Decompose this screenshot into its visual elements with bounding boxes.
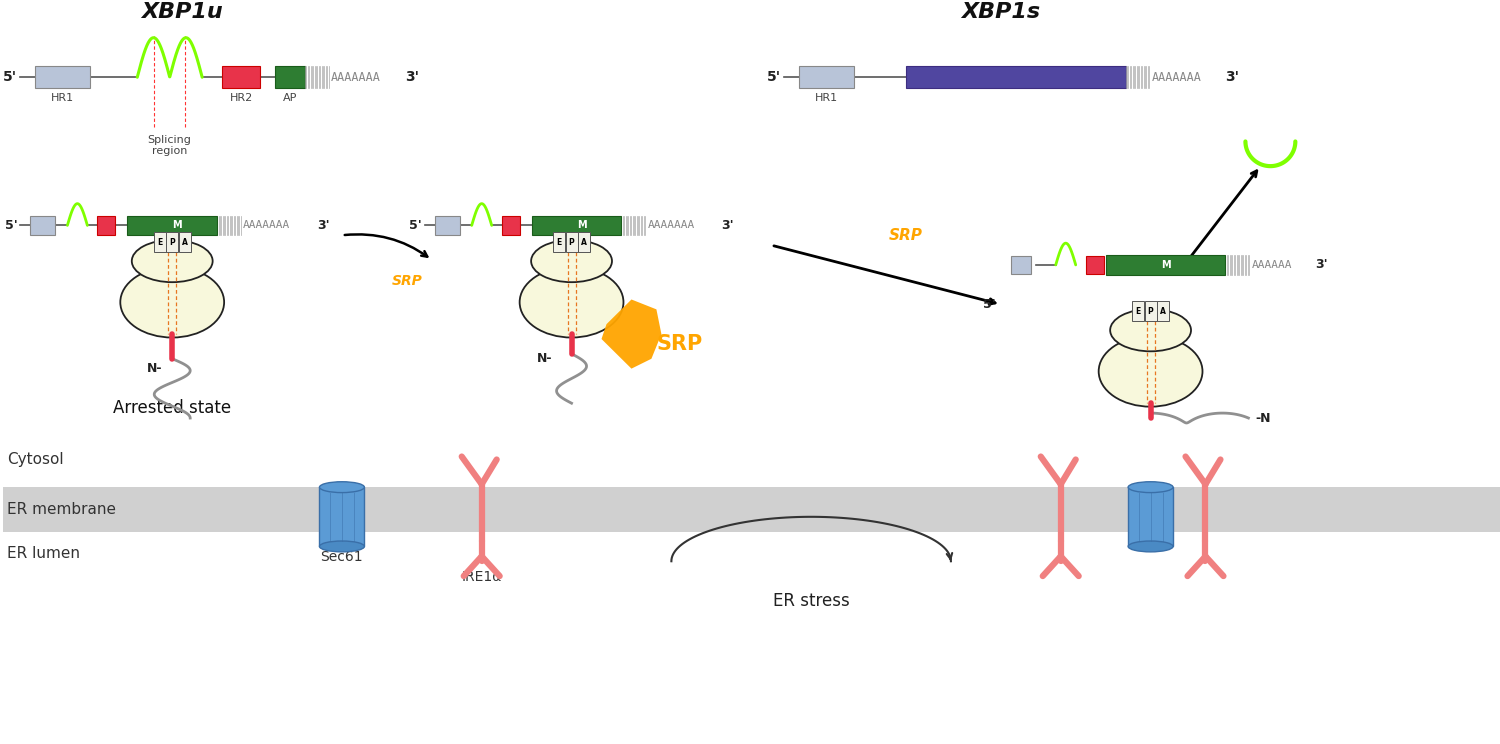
- Ellipse shape: [531, 240, 612, 282]
- FancyBboxPatch shape: [1128, 487, 1173, 546]
- Text: AAAAAAA: AAAAAAA: [243, 220, 291, 231]
- Text: 5': 5': [766, 70, 782, 84]
- Text: 5': 5': [3, 70, 18, 84]
- Text: XBP1s: XBP1s: [962, 2, 1041, 22]
- FancyBboxPatch shape: [30, 216, 56, 235]
- FancyBboxPatch shape: [36, 66, 90, 88]
- Text: A: A: [580, 237, 586, 247]
- Ellipse shape: [132, 240, 213, 282]
- FancyBboxPatch shape: [98, 216, 116, 235]
- Text: SRP: SRP: [657, 334, 702, 354]
- Text: AAAAAAA: AAAAAAA: [648, 220, 694, 231]
- FancyBboxPatch shape: [800, 66, 853, 88]
- FancyBboxPatch shape: [128, 216, 218, 235]
- FancyBboxPatch shape: [1086, 255, 1104, 275]
- Ellipse shape: [1110, 309, 1191, 351]
- FancyBboxPatch shape: [501, 216, 519, 235]
- Ellipse shape: [120, 267, 224, 338]
- FancyBboxPatch shape: [1132, 301, 1144, 321]
- Text: HR1: HR1: [51, 93, 75, 103]
- FancyBboxPatch shape: [320, 487, 364, 546]
- FancyBboxPatch shape: [578, 232, 590, 252]
- Text: ER membrane: ER membrane: [8, 502, 117, 517]
- Text: 5': 5': [4, 219, 18, 232]
- Text: ER lumen: ER lumen: [8, 546, 81, 562]
- Text: 3': 3': [1316, 258, 1328, 272]
- FancyBboxPatch shape: [222, 66, 260, 88]
- Text: Arrested state: Arrested state: [112, 399, 231, 417]
- FancyBboxPatch shape: [1144, 301, 1156, 321]
- Text: 3': 3': [316, 219, 330, 232]
- FancyBboxPatch shape: [166, 232, 178, 252]
- Text: AAAAAA: AAAAAA: [1251, 260, 1292, 270]
- FancyBboxPatch shape: [554, 232, 566, 252]
- Text: HR2: HR2: [230, 93, 252, 103]
- Text: -N: -N: [1256, 411, 1270, 425]
- Text: SRP: SRP: [392, 274, 422, 288]
- Bar: [3, 487, 1500, 532]
- Text: P: P: [568, 237, 574, 247]
- Text: Sec61: Sec61: [321, 551, 363, 564]
- Text: AAAAAAA: AAAAAAA: [332, 71, 381, 84]
- Text: M: M: [576, 220, 586, 231]
- FancyBboxPatch shape: [178, 232, 190, 252]
- Text: N-: N-: [147, 362, 164, 375]
- Text: 3': 3': [1226, 70, 1239, 84]
- Text: E: E: [556, 237, 561, 247]
- Ellipse shape: [1098, 336, 1203, 407]
- Ellipse shape: [320, 481, 364, 493]
- Ellipse shape: [320, 541, 364, 552]
- Text: P: P: [170, 237, 176, 247]
- Text: XBP1u: XBP1u: [141, 2, 224, 22]
- FancyBboxPatch shape: [153, 232, 165, 252]
- FancyBboxPatch shape: [906, 66, 1125, 88]
- Ellipse shape: [1128, 481, 1173, 493]
- FancyBboxPatch shape: [274, 66, 304, 88]
- Text: 5': 5': [410, 219, 422, 232]
- Text: E: E: [1136, 307, 1140, 316]
- Text: SRP: SRP: [890, 228, 922, 243]
- Text: AAAAAAA: AAAAAAA: [1152, 71, 1202, 84]
- Text: Cytosol: Cytosol: [8, 452, 64, 467]
- Text: A: A: [182, 237, 188, 247]
- Text: N-: N-: [537, 352, 552, 365]
- Text: E: E: [158, 237, 162, 247]
- Text: 3': 3': [722, 219, 734, 232]
- Text: AP: AP: [284, 93, 297, 103]
- FancyBboxPatch shape: [566, 232, 578, 252]
- Ellipse shape: [1128, 541, 1173, 552]
- Polygon shape: [602, 300, 662, 368]
- Text: P: P: [1148, 307, 1154, 316]
- Text: A: A: [1160, 307, 1166, 316]
- Text: IRE1α: IRE1α: [462, 570, 503, 584]
- FancyBboxPatch shape: [1156, 301, 1168, 321]
- Text: 3': 3': [405, 70, 418, 84]
- Text: ER stress: ER stress: [772, 591, 849, 609]
- Text: 5': 5': [982, 298, 996, 311]
- Text: M: M: [172, 220, 182, 231]
- FancyBboxPatch shape: [435, 216, 459, 235]
- Text: M: M: [1161, 260, 1170, 270]
- FancyBboxPatch shape: [1106, 255, 1226, 275]
- Text: HR1: HR1: [815, 93, 839, 103]
- FancyBboxPatch shape: [1011, 255, 1031, 275]
- Text: Splicing
region: Splicing region: [147, 135, 190, 156]
- Ellipse shape: [519, 267, 624, 338]
- FancyBboxPatch shape: [531, 216, 621, 235]
